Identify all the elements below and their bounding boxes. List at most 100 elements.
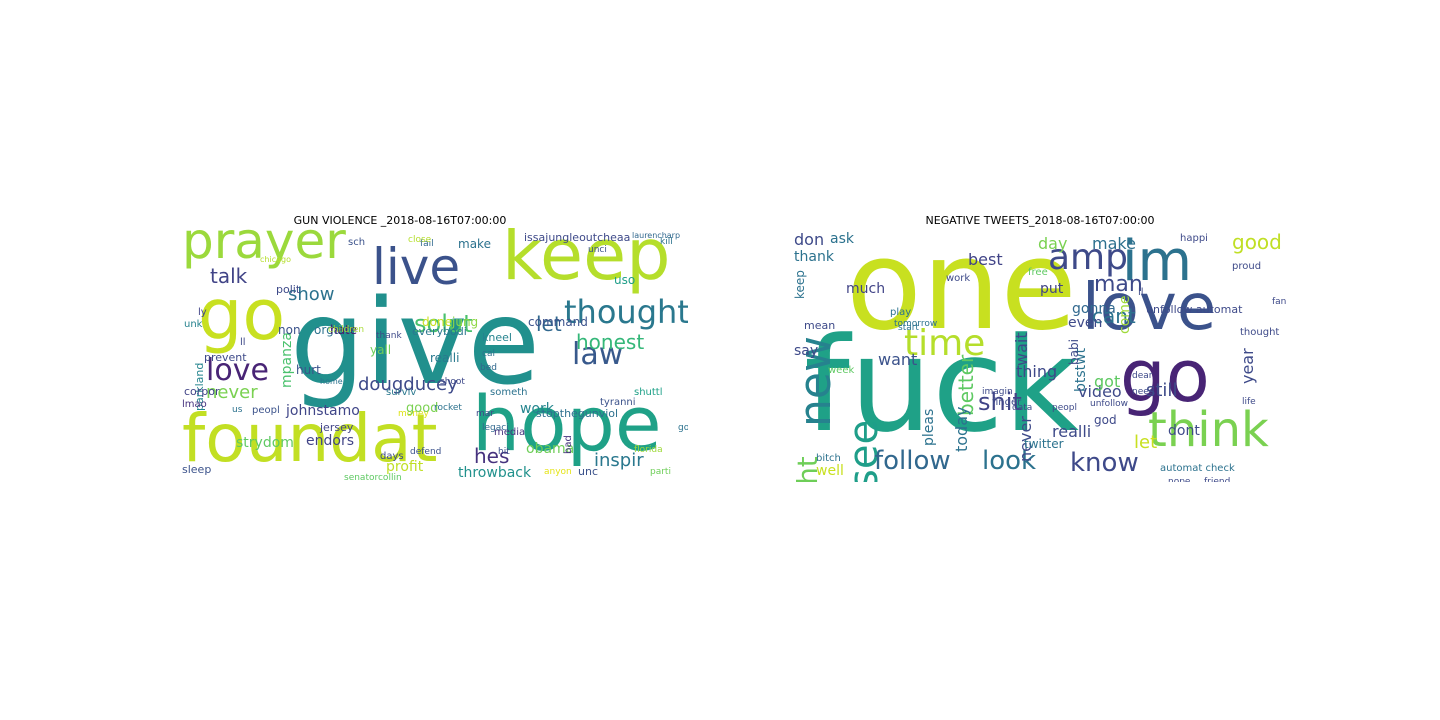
word: dougducey [358,374,458,395]
word: hurt [296,363,321,377]
word: got [1094,372,1121,391]
word: unc [578,465,598,478]
word: come [1117,295,1133,334]
word: jung [452,315,479,329]
word: one [846,228,1077,358]
wordcloud-panel-gun-violence: GUN VIOLENCE _2018-08-16T07:00:00 give fo… [180,214,688,482]
word: obama [526,441,575,457]
word: data [1012,403,1033,413]
panel-title: NEGATIVE TWEETS_2018-08-16T07:00:00 [925,214,1155,227]
word: show [288,284,335,305]
word-cloud: fuck one love go im think new see time amp follow l… [792,228,1292,482]
word: talk [210,264,248,288]
word: mpanza [279,332,295,389]
word: stopthegunviol [536,407,619,420]
word: automat check [1160,463,1235,474]
word: shuttl [634,387,663,398]
word: say [794,343,819,359]
word: give [290,273,541,411]
word: prayer [182,228,346,270]
word: need [1132,387,1155,397]
word: love [206,353,269,388]
word: don [794,230,825,249]
word: home [320,377,343,386]
word: thank [794,249,834,265]
word: senatorcollin [344,473,402,483]
word: hate [330,323,358,337]
word: money [398,409,429,419]
word: let [1134,432,1158,453]
word: defend [410,447,442,457]
word: make [458,237,491,251]
word: gonna [1072,301,1116,317]
word: strydom [236,435,294,451]
panel-title: GUN VIOLENCE _2018-08-16T07:00:00 [293,214,507,227]
word: even [1068,315,1103,331]
word: done [422,315,452,329]
word: pleas [921,408,937,446]
word: kill [660,237,673,247]
word: much [846,281,886,297]
word: thing [1016,362,1058,381]
word: put [1040,281,1064,297]
word: foundat [182,400,438,477]
word: time [904,323,986,364]
word: fuck [804,309,1079,461]
word: day [1038,234,1068,253]
word: days [380,451,404,462]
word: non [278,323,301,337]
word: man [1094,272,1143,297]
word: free [1028,267,1048,278]
word: mar [476,409,494,419]
word: issajungleoutcheaa [524,231,631,244]
word: throwback [458,465,532,481]
word: tyranni [600,397,636,408]
word: peopl [252,405,280,416]
word: make [1092,234,1136,253]
word: unfollow [1090,399,1128,409]
wordcloud-panel-negative-tweets: NEGATIVE TWEETS_2018-08-16T07:00:00 fuck… [720,0,1440,720]
word: proud [1232,261,1262,272]
word: children [328,325,365,335]
word: legaci [482,423,509,433]
word: close [408,235,432,245]
word: never [206,382,258,403]
word: imagin [982,387,1013,397]
word: ask [830,231,854,247]
word: endors [306,433,354,449]
word: solut [414,310,473,338]
word: realli [1052,422,1092,441]
word: cant [1092,304,1136,328]
word: dont [1168,423,1200,439]
word: parti [650,467,671,477]
word: im [1122,229,1193,294]
word: think [1148,402,1269,458]
word: hit [498,447,510,457]
word: bitch [816,453,841,464]
word: go [198,274,286,356]
word: work [946,273,971,284]
word: corpor [184,385,220,398]
word: love [1082,271,1217,345]
word: god [678,423,688,433]
word: friend [1204,477,1231,483]
word: chicago [260,255,291,264]
word: fan [1272,297,1287,307]
word: law [572,337,624,372]
word-cloud: give foundat hope keep prayer go live thought la… [180,228,688,482]
word: good [1232,230,1282,254]
word: life [1242,397,1256,407]
word: inspir [594,450,644,471]
word: dear [1132,371,1153,381]
word: follow [874,446,951,476]
word: surviv [386,387,417,398]
word: still [1146,380,1178,401]
word: start [898,323,919,333]
word: realli [430,351,460,365]
word: prevent [204,351,247,364]
word: happi [1180,233,1208,244]
word: play [890,307,912,318]
word: rocket [434,403,462,413]
word: peopl [1052,403,1077,413]
